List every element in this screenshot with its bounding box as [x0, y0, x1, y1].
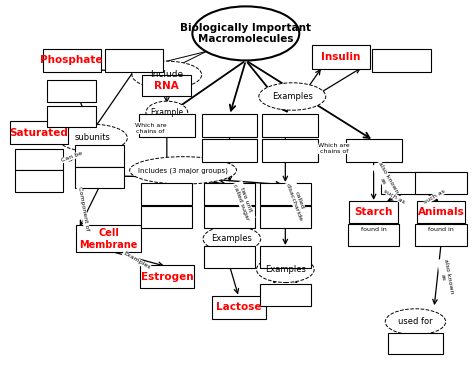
FancyBboxPatch shape	[47, 80, 96, 102]
Text: Component of: Component of	[77, 186, 90, 231]
FancyBboxPatch shape	[15, 149, 64, 171]
Ellipse shape	[256, 257, 314, 283]
Ellipse shape	[203, 226, 261, 252]
FancyBboxPatch shape	[75, 145, 124, 167]
FancyBboxPatch shape	[348, 224, 399, 246]
Text: also known
as: also known as	[437, 258, 454, 295]
Text: Includes (3 major groups): Includes (3 major groups)	[138, 167, 228, 173]
FancyBboxPatch shape	[260, 183, 311, 205]
FancyBboxPatch shape	[47, 105, 96, 127]
Text: Examples: Examples	[122, 251, 151, 270]
FancyBboxPatch shape	[260, 246, 311, 268]
FancyBboxPatch shape	[415, 224, 466, 246]
FancyBboxPatch shape	[262, 113, 318, 137]
Ellipse shape	[259, 83, 326, 110]
FancyBboxPatch shape	[373, 49, 430, 72]
FancyBboxPatch shape	[204, 246, 255, 268]
Ellipse shape	[192, 6, 299, 60]
Text: Include: Include	[150, 70, 183, 79]
Text: two unit
called sugar: two unit called sugar	[232, 181, 255, 221]
Text: Biologically Important
Macromolecules: Biologically Important Macromolecules	[180, 23, 311, 44]
Text: such as: such as	[423, 188, 447, 205]
FancyBboxPatch shape	[15, 171, 64, 192]
Text: Which are
chains of: Which are chains of	[319, 143, 350, 154]
Text: found in: found in	[361, 227, 386, 232]
Text: RNA: RNA	[155, 81, 179, 91]
Text: Animals: Animals	[418, 207, 465, 217]
FancyBboxPatch shape	[10, 121, 68, 144]
Text: called
disaccharide: called disaccharide	[285, 180, 309, 222]
Text: also known
as: also known as	[372, 161, 399, 198]
FancyBboxPatch shape	[212, 296, 265, 319]
Text: Starch: Starch	[355, 207, 393, 217]
FancyBboxPatch shape	[105, 49, 164, 72]
Ellipse shape	[132, 61, 201, 89]
FancyBboxPatch shape	[204, 206, 255, 228]
FancyBboxPatch shape	[312, 45, 370, 68]
FancyBboxPatch shape	[76, 225, 141, 253]
Text: Example: Example	[150, 108, 183, 117]
FancyBboxPatch shape	[388, 333, 443, 354]
FancyBboxPatch shape	[260, 206, 311, 228]
FancyBboxPatch shape	[346, 139, 401, 162]
FancyBboxPatch shape	[43, 49, 100, 72]
Text: Insulin: Insulin	[321, 52, 361, 62]
Text: Estrogen: Estrogen	[140, 272, 193, 282]
FancyBboxPatch shape	[142, 75, 191, 97]
FancyBboxPatch shape	[201, 139, 257, 162]
FancyBboxPatch shape	[140, 265, 193, 288]
Text: Can be: Can be	[60, 151, 83, 163]
Ellipse shape	[58, 124, 128, 152]
Text: Lactose: Lactose	[216, 302, 262, 312]
Ellipse shape	[385, 309, 446, 335]
FancyBboxPatch shape	[417, 201, 465, 223]
Text: Saturated: Saturated	[9, 127, 68, 138]
Text: Phosphate: Phosphate	[40, 55, 103, 66]
Text: found in: found in	[428, 227, 454, 232]
FancyBboxPatch shape	[204, 183, 255, 205]
FancyBboxPatch shape	[141, 183, 192, 205]
Text: Examples: Examples	[211, 234, 252, 243]
FancyBboxPatch shape	[139, 113, 195, 137]
FancyBboxPatch shape	[141, 206, 192, 228]
Text: Cell
Membrane: Cell Membrane	[80, 228, 138, 250]
Text: used for: used for	[398, 317, 433, 326]
Text: Examples: Examples	[272, 92, 313, 101]
Text: such as: such as	[383, 188, 406, 205]
FancyBboxPatch shape	[262, 139, 318, 162]
FancyBboxPatch shape	[349, 201, 398, 223]
Text: Examples: Examples	[265, 265, 306, 274]
Ellipse shape	[130, 157, 237, 184]
Text: subunits: subunits	[74, 134, 110, 142]
FancyBboxPatch shape	[201, 113, 257, 137]
FancyBboxPatch shape	[381, 172, 432, 194]
FancyBboxPatch shape	[260, 284, 311, 306]
FancyBboxPatch shape	[75, 167, 124, 188]
Text: Which are
chains of: Which are chains of	[135, 123, 166, 134]
FancyBboxPatch shape	[415, 172, 466, 194]
Ellipse shape	[146, 101, 188, 124]
